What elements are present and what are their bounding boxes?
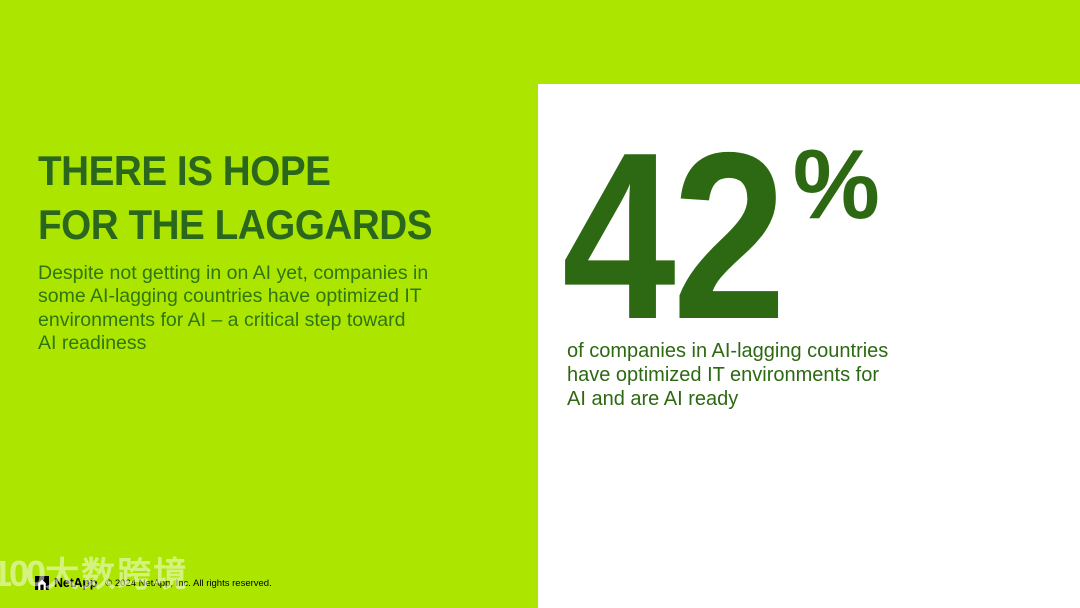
netapp-logo-icon [35, 576, 49, 590]
slide-title-line-2: FOR THE LAGGARDS [38, 201, 433, 248]
slide-title-line-1: THERE IS HOPE [38, 147, 331, 194]
stat-percent-sign: % [792, 129, 880, 239]
netapp-wordmark: NetApp [54, 576, 98, 590]
footer: NetApp © 2024 NetApp, Inc. All rights re… [35, 576, 272, 590]
left-column: THERE IS HOPE FOR THE LAGGARDS Despite no… [38, 144, 516, 356]
stat-caption: of companies in AI-lagging countries hav… [567, 340, 889, 411]
stat-number: 42 % [562, 118, 880, 356]
slide-title: THERE IS HOPE FOR THE LAGGARDS [38, 144, 516, 252]
slide-description: Despite not getting in on AI yet, compan… [38, 262, 429, 355]
copyright-text: © 2024 NetApp, Inc. All rights reserved. [105, 577, 272, 589]
stat-value: 42 [562, 104, 786, 369]
stat-card [538, 84, 1080, 608]
